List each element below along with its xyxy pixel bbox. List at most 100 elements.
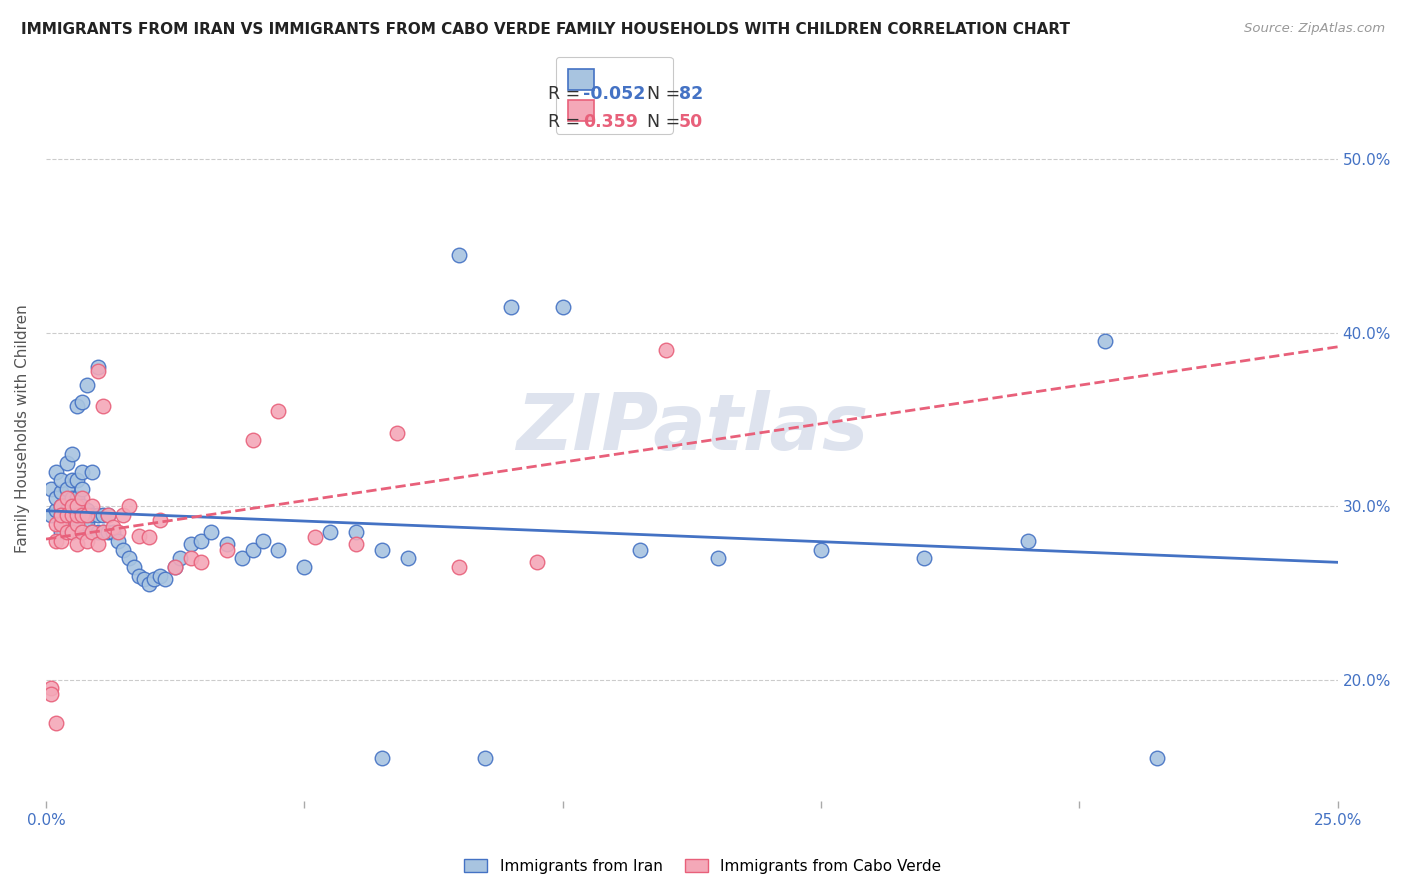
Point <box>810 542 832 557</box>
Point <box>51 499 73 513</box>
Point <box>551 300 574 314</box>
Point <box>66 399 89 413</box>
Point <box>82 465 104 479</box>
Point <box>60 447 83 461</box>
Point <box>252 533 274 548</box>
Text: N =: N = <box>647 85 686 103</box>
Point <box>70 508 93 522</box>
Point <box>51 525 73 540</box>
Point <box>165 560 187 574</box>
Point <box>60 499 83 513</box>
Point <box>526 555 548 569</box>
Point <box>60 525 83 540</box>
Point <box>91 525 114 540</box>
Point <box>387 426 409 441</box>
Text: R =: R = <box>548 85 586 103</box>
Point <box>76 502 98 516</box>
Point <box>82 499 104 513</box>
Point <box>39 681 62 696</box>
Point <box>51 516 73 531</box>
Point <box>70 482 93 496</box>
Point <box>112 542 135 557</box>
Point <box>190 533 212 548</box>
Point <box>267 542 290 557</box>
Point <box>1094 334 1116 349</box>
Point <box>91 525 114 540</box>
Point <box>70 508 93 522</box>
Point <box>51 473 73 487</box>
Point <box>60 525 83 540</box>
Point <box>66 502 89 516</box>
Point <box>70 525 93 540</box>
Point <box>45 502 67 516</box>
Point <box>215 537 238 551</box>
Point <box>97 525 120 540</box>
Point <box>76 377 98 392</box>
Point <box>60 473 83 487</box>
Point <box>169 551 191 566</box>
Point <box>66 537 89 551</box>
Point <box>190 555 212 569</box>
Point <box>39 508 62 522</box>
Point <box>319 525 342 540</box>
Point <box>70 499 93 513</box>
Text: -0.052: -0.052 <box>583 85 645 103</box>
Y-axis label: Family Households with Children: Family Households with Children <box>15 304 30 552</box>
Point <box>55 502 77 516</box>
Point <box>66 508 89 522</box>
Text: 82: 82 <box>679 85 703 103</box>
Point <box>138 577 160 591</box>
Point <box>101 525 124 540</box>
Text: 50: 50 <box>679 113 703 131</box>
Point <box>117 499 139 513</box>
Point <box>66 499 89 513</box>
Point <box>449 560 471 574</box>
Point <box>396 551 419 566</box>
Point <box>76 516 98 531</box>
Point <box>45 716 67 731</box>
Text: N =: N = <box>647 113 686 131</box>
Point <box>45 491 67 505</box>
Point <box>70 465 93 479</box>
Point <box>371 542 394 557</box>
Point <box>55 456 77 470</box>
Point <box>180 537 202 551</box>
Point <box>55 491 77 505</box>
Point <box>128 529 150 543</box>
Point <box>45 465 67 479</box>
Point <box>86 508 108 522</box>
Point <box>242 542 264 557</box>
Point <box>107 525 129 540</box>
Point <box>66 491 89 505</box>
Point <box>51 533 73 548</box>
Legend:           ,           : , <box>555 57 673 134</box>
Point <box>474 751 496 765</box>
Point <box>149 513 172 527</box>
Point <box>66 516 89 531</box>
Point <box>97 508 120 522</box>
Point <box>344 525 367 540</box>
Text: Source: ZipAtlas.com: Source: ZipAtlas.com <box>1244 22 1385 36</box>
Point <box>60 491 83 505</box>
Point <box>39 482 62 496</box>
Point <box>60 508 83 522</box>
Point <box>180 551 202 566</box>
Point <box>51 508 73 522</box>
Point <box>449 247 471 261</box>
Point <box>655 343 678 357</box>
Legend: Immigrants from Iran, Immigrants from Cabo Verde: Immigrants from Iran, Immigrants from Ca… <box>458 853 948 880</box>
Point <box>91 508 114 522</box>
Point <box>153 572 176 586</box>
Point <box>51 508 73 522</box>
Point <box>55 516 77 531</box>
Point <box>45 516 67 531</box>
Point <box>122 560 145 574</box>
Point <box>242 434 264 448</box>
Point <box>45 533 67 548</box>
Point <box>66 473 89 487</box>
Point <box>292 560 315 574</box>
Point <box>371 751 394 765</box>
Point <box>51 485 73 500</box>
Text: IMMIGRANTS FROM IRAN VS IMMIGRANTS FROM CABO VERDE FAMILY HOUSEHOLDS WITH CHILDR: IMMIGRANTS FROM IRAN VS IMMIGRANTS FROM … <box>21 22 1070 37</box>
Point <box>82 508 104 522</box>
